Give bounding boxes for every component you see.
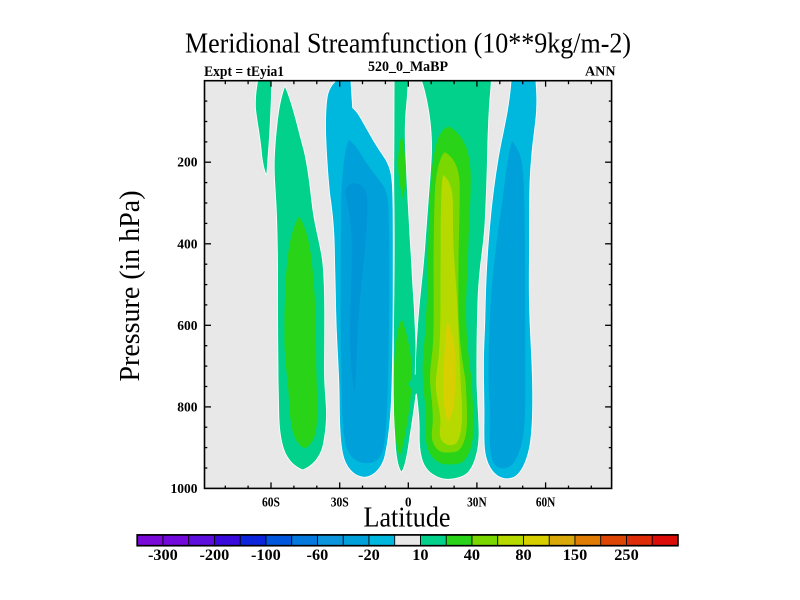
svg-text:200: 200 (177, 155, 198, 170)
svg-text:Expt = tEyia1: Expt = tEyia1 (204, 64, 284, 80)
svg-text:ANN: ANN (585, 64, 616, 79)
svg-text:Pressure (in hPa): Pressure (in hPa) (115, 191, 146, 382)
svg-text:Meridional Streamfunction (10*: Meridional Streamfunction (10**9kg/m-2) (185, 28, 631, 59)
svg-text:400: 400 (177, 236, 198, 251)
svg-text:60N: 60N (536, 495, 556, 510)
svg-text:250: 250 (614, 545, 638, 564)
svg-text:-300: -300 (148, 545, 178, 564)
svg-text:30S: 30S (331, 495, 349, 510)
svg-text:520_0_MaBP: 520_0_MaBP (368, 59, 448, 75)
svg-text:-100: -100 (251, 545, 281, 564)
svg-text:800: 800 (177, 399, 198, 414)
svg-text:Latitude: Latitude (364, 502, 451, 533)
svg-text:40: 40 (464, 545, 480, 564)
svg-text:150: 150 (563, 545, 587, 564)
svg-text:1000: 1000 (171, 481, 198, 496)
svg-text:-20: -20 (358, 545, 380, 564)
svg-text:10: 10 (412, 545, 428, 564)
svg-text:60S: 60S (262, 495, 280, 510)
svg-text:-200: -200 (199, 545, 229, 564)
svg-text:0: 0 (405, 495, 412, 510)
svg-text:-60: -60 (307, 545, 329, 564)
svg-text:30N: 30N (467, 495, 487, 510)
svg-text:600: 600 (177, 318, 198, 333)
svg-text:80: 80 (515, 545, 531, 564)
